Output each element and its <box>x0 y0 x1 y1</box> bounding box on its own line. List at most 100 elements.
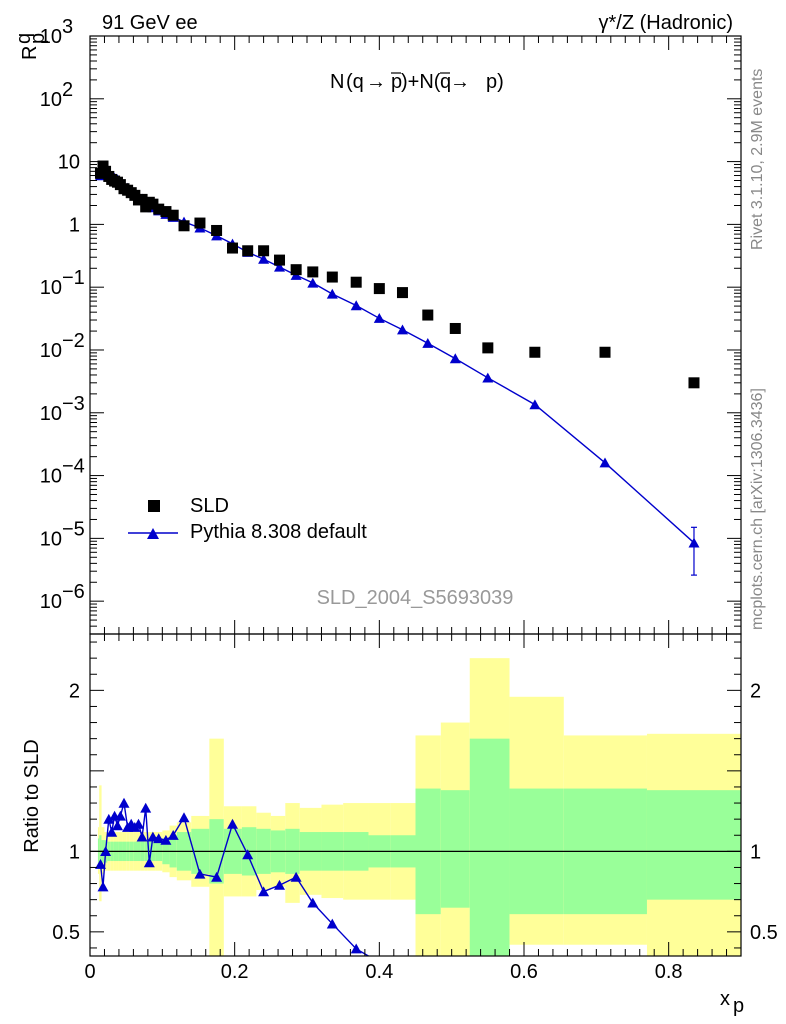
header-left: 91 GeV ee <box>102 12 198 34</box>
y-tick-label: 1 <box>69 214 80 236</box>
ratio-point <box>118 797 130 808</box>
ratio-y-tick-label-right: 0.5 <box>750 922 778 944</box>
ratio-series <box>95 797 370 956</box>
sld-point <box>422 309 434 321</box>
y-tick-label: 10 <box>58 152 80 174</box>
sld-point <box>211 224 223 236</box>
sld-point <box>396 287 408 299</box>
y-tick-exp: −2 <box>62 330 85 352</box>
y-tick-exp: 3 <box>62 16 73 38</box>
y-tick-label: 10 3 <box>40 16 73 48</box>
title-part-1: (q <box>346 71 364 93</box>
y-tick-base: 10 <box>40 403 62 425</box>
ratio-point <box>95 859 106 869</box>
ylabel-sub: p <box>27 33 49 44</box>
ratio-band-inner <box>469 738 510 956</box>
y-tick-label: 10 2 <box>40 79 73 111</box>
pythia-point <box>529 399 541 410</box>
ratio-band-inner <box>97 838 100 863</box>
pythia-point <box>274 261 285 272</box>
ratio-point <box>143 857 155 868</box>
x-tick-label: 0.4 <box>365 961 393 983</box>
sld-point <box>599 346 611 358</box>
ratio-point <box>326 918 338 929</box>
pythia-point <box>350 300 362 311</box>
y-tick-exp: −3 <box>62 393 85 415</box>
y-tick-label: 10 −1 <box>40 267 85 299</box>
title-main: N <box>330 71 344 93</box>
y-tick-exp: −5 <box>62 518 85 540</box>
x-tick-label: 0 <box>84 961 95 983</box>
y-tick-base: 10 <box>40 277 62 299</box>
ratio-y-tick-label-left: 1 <box>69 841 80 863</box>
title-part-2: )+N( <box>401 71 441 93</box>
sld-point <box>290 264 302 276</box>
ratio-point <box>160 834 172 845</box>
y-tick-base: 10 <box>40 466 62 488</box>
ratio-point <box>97 881 109 892</box>
header-right: γ*/Z (Hadronic) <box>599 12 733 34</box>
legend-sld-marker <box>148 500 160 512</box>
sld-point <box>258 245 270 257</box>
ratio-point <box>194 868 206 879</box>
sld-point <box>226 242 238 254</box>
pythia-point <box>482 372 494 383</box>
ratio-point <box>227 818 238 829</box>
y-tick-base: 10 <box>58 152 80 174</box>
analysis-tag: SLD_2004_S5693039 <box>317 587 514 609</box>
y-tick-exp: −6 <box>62 581 85 603</box>
ratio-point <box>153 833 165 844</box>
y-tick-base: 10 <box>40 89 62 111</box>
title-arrow-1: → <box>366 71 386 93</box>
legend-pythia-label: Pythia 8.308 default <box>190 521 367 543</box>
title-pbar: p <box>391 71 402 93</box>
ratio-point <box>133 818 144 829</box>
sld-point <box>167 209 179 221</box>
ratio-y-tick-label-right: 1 <box>750 841 761 863</box>
ratio-point <box>290 871 302 882</box>
y-tick-exp: −4 <box>62 456 85 478</box>
sld-point <box>160 206 172 218</box>
y-axis-label: R q p <box>13 33 49 60</box>
y-tick-exp: −1 <box>62 267 85 289</box>
ratio-point <box>103 813 115 824</box>
rivet-version-label: Rivet 3.1.10, 2.9M events <box>749 69 766 250</box>
sld-point <box>178 220 190 232</box>
ylabel-main: R <box>19 46 41 60</box>
ratio-point <box>106 826 118 837</box>
sld-point <box>147 198 159 210</box>
ratio-band-inner <box>646 790 741 900</box>
main-series <box>94 160 700 576</box>
sld-point <box>242 245 254 257</box>
ratio-y-tick-label-right: 2 <box>750 680 761 702</box>
legend-sld-label: SLD <box>190 495 229 517</box>
pythia-point <box>422 338 434 348</box>
pythia-point <box>599 457 611 468</box>
title-part-3: p) <box>486 71 504 93</box>
sld-point <box>307 266 319 278</box>
sld-point <box>136 193 148 205</box>
ratio-point <box>167 830 179 840</box>
pythia-point <box>258 253 270 264</box>
y-tick-base: 10 <box>40 528 62 550</box>
ratio-point <box>258 886 270 897</box>
ratio-point <box>211 871 223 882</box>
sld-point <box>373 283 385 295</box>
sld-point <box>274 254 286 266</box>
ratio-y-tick-label-left: 2 <box>69 680 80 702</box>
y-tick-base: 1 <box>69 214 80 236</box>
ratio-point <box>274 879 285 890</box>
sld-point <box>688 377 700 389</box>
sld-point <box>529 346 541 358</box>
ratio-point <box>350 943 362 954</box>
pythia-point <box>397 324 408 335</box>
x-tick-label: 0.6 <box>510 961 538 983</box>
sld-point <box>449 322 461 334</box>
ylabel-sup: q <box>13 33 35 44</box>
y-tick-label: 10 −3 <box>40 393 85 425</box>
y-tick-base: 10 <box>40 591 62 613</box>
y-tick-base: 10 <box>40 340 62 362</box>
title-qbar: q <box>440 71 451 93</box>
legend: SLD Pythia 8.308 default <box>128 495 367 543</box>
